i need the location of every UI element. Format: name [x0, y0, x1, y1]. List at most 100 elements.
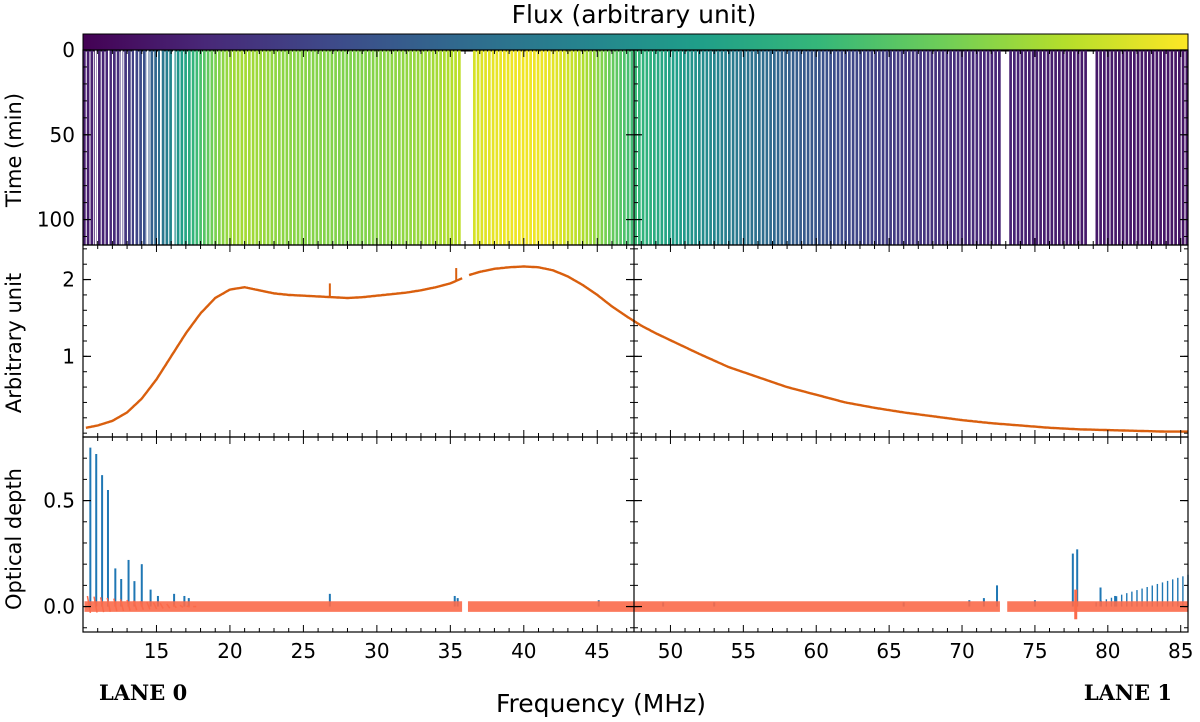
- heatmap-channel: [315, 50, 319, 245]
- heatmap-channel: [116, 50, 120, 245]
- heatmap-channel: [720, 50, 724, 245]
- y-tick-label: 0.0: [43, 595, 75, 619]
- heatmap-channel: [1125, 50, 1129, 245]
- heatmap-channel: [941, 50, 945, 245]
- heatmap-channel: [446, 50, 450, 245]
- heatmap-channel: [251, 50, 255, 245]
- heatmap-channel: [705, 50, 709, 245]
- heatmap-channel: [619, 50, 622, 245]
- heatmap-channel: [488, 50, 491, 245]
- heatmap-channel: [911, 50, 915, 245]
- model-scatter: [159, 602, 164, 609]
- heatmap-channel: [518, 50, 521, 245]
- heatmap-channel: [533, 50, 536, 245]
- heatmap-channel: [1069, 50, 1072, 245]
- heatmap-channel: [934, 50, 937, 245]
- heatmap-channel: [795, 50, 799, 245]
- heatmap-channel: [401, 50, 405, 245]
- heatmap-channel: [86, 50, 90, 245]
- model-scatter: [186, 605, 190, 608]
- heatmap-channel: [360, 50, 364, 245]
- heatmap-channel: [1095, 50, 1099, 245]
- heatmap-channel: [356, 50, 360, 245]
- heatmap-channel: [1080, 50, 1084, 245]
- model-scatter: [132, 600, 138, 611]
- model-scatter: [146, 601, 151, 610]
- heatmap-channel: [964, 50, 967, 245]
- heatmap-channel: [638, 50, 641, 245]
- model-scatter: [179, 604, 184, 608]
- x-tick-label: 70: [949, 639, 974, 663]
- heatmap-channel: [225, 50, 229, 245]
- heatmap-channel: [566, 50, 570, 245]
- heatmap-channel: [604, 50, 607, 245]
- x-tick-label: 85: [1168, 639, 1193, 663]
- x-tick-label: 40: [511, 639, 536, 663]
- heatmap-channel: [754, 50, 757, 245]
- heatmap-channel: [278, 50, 281, 245]
- x-tick-label: 15: [144, 639, 169, 663]
- model-scatter: [139, 601, 145, 610]
- heatmap-channel: [821, 50, 825, 245]
- heatmap-channel: [326, 50, 330, 245]
- heatmap-channel: [866, 50, 870, 245]
- heatmap-channel: [409, 50, 412, 245]
- heatmap-channel: [383, 50, 386, 245]
- heatmap-channel: [184, 50, 187, 245]
- heatmap-channel: [124, 50, 127, 245]
- heatmap-channel: [788, 50, 791, 245]
- x-tick-label: 80: [1095, 639, 1120, 663]
- heatmap-channel: [210, 50, 214, 245]
- y-tick-label: 1: [62, 344, 75, 368]
- heatmap-channel: [248, 50, 251, 245]
- heatmap-channel: [180, 50, 184, 245]
- heatmap-channel: [713, 50, 716, 245]
- x-tick-label: 75: [1022, 639, 1047, 663]
- heatmap-channel: [1170, 50, 1174, 245]
- heatmap-channel: [1151, 50, 1155, 245]
- heatmap-channel: [956, 50, 960, 245]
- spectrum-line-lane1: [468, 265, 1188, 433]
- heatmap-channel: [953, 50, 956, 245]
- heatmap-channel: [293, 50, 296, 245]
- x-tick-label: 60: [804, 639, 829, 663]
- heatmap-channel: [851, 50, 855, 245]
- heatmap-channel: [829, 50, 832, 245]
- heatmap-channel: [1129, 50, 1132, 245]
- heatmap-channel: [784, 50, 787, 245]
- heatmap-channel: [229, 50, 232, 245]
- heatmap-channel: [818, 50, 821, 245]
- heatmap-channel: [761, 50, 765, 245]
- heatmap-channel: [113, 50, 116, 245]
- heatmap-channel: [671, 50, 675, 245]
- y-tick-label: 50: [50, 123, 75, 147]
- heatmap-flag: [173, 50, 175, 245]
- heatmap-channel: [439, 50, 442, 245]
- heatmap-channel: [581, 50, 585, 245]
- heatmap-channel: [1013, 50, 1016, 245]
- x-tick-label: 55: [731, 639, 756, 663]
- heatmap-channel: [458, 50, 461, 245]
- heatmap-channel: [945, 50, 949, 245]
- heatmap-channel: [476, 50, 480, 245]
- heatmap-channel: [649, 50, 652, 245]
- heatmap-channel: [413, 50, 416, 245]
- model-band: [467, 601, 1000, 612]
- heatmap-channel: [536, 50, 540, 245]
- heatmap-channel: [986, 50, 990, 245]
- heatmap-channel: [1133, 50, 1136, 245]
- heatmap-channel: [390, 50, 394, 245]
- heatmap-channel: [1121, 50, 1125, 245]
- heatmap-channel: [405, 50, 409, 245]
- heatmap-channel: [206, 50, 210, 245]
- heatmap-channel: [443, 50, 446, 245]
- model-scatter: [93, 596, 98, 613]
- xlabel-frequency: Frequency (MHz): [496, 689, 706, 718]
- heatmap-channel: [176, 50, 180, 245]
- heatmap-channel: [338, 50, 341, 245]
- model-band: [1007, 601, 1188, 612]
- heatmap-channel: [296, 50, 300, 245]
- heatmap-channel: [844, 50, 847, 245]
- heatmap-channel: [608, 50, 611, 245]
- heatmap-channel: [1046, 50, 1050, 245]
